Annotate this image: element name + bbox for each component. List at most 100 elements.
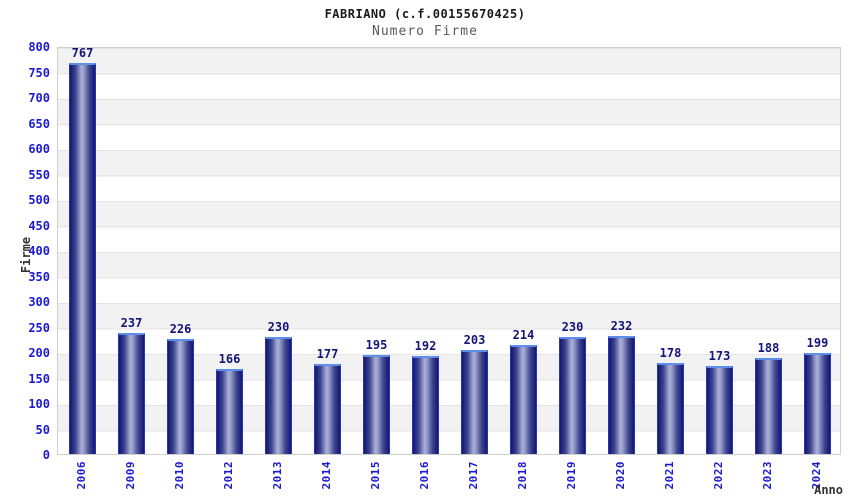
bar-value-label: 230 [267, 319, 290, 334]
bar-value-label: 195 [365, 337, 388, 352]
bar-2022 [706, 365, 733, 454]
bar-value-label: 230 [561, 319, 584, 334]
x-tick-label: 2015 [351, 461, 400, 499]
x-tick-label: 2018 [498, 461, 547, 499]
x-tick-label: 2019 [547, 461, 596, 499]
x-tick-label: 2012 [204, 461, 253, 499]
bar-slot: 237 [107, 48, 156, 454]
x-tick-label: 2014 [302, 461, 351, 499]
bar-value-label: 237 [120, 316, 143, 331]
bar-slot: 192 [401, 48, 450, 454]
x-tick-label: 2017 [449, 461, 498, 499]
x-tick-text: 2021 [663, 461, 676, 490]
x-tick-text: 2013 [271, 461, 284, 490]
y-tick-label: 400 [28, 244, 50, 258]
y-tick-label: 250 [28, 320, 50, 335]
bar-2016 [412, 356, 439, 454]
x-tick-text: 2023 [761, 461, 774, 490]
y-tick-label: 700 [28, 91, 50, 105]
y-tick-label: 650 [28, 116, 50, 131]
bar-2020 [608, 335, 635, 454]
x-tick-label: 2013 [253, 461, 302, 499]
y-tick-label: 500 [28, 193, 50, 207]
x-tick-label: 2020 [596, 461, 645, 499]
x-tick-label: 2022 [694, 461, 743, 499]
bar-value-label: 177 [316, 346, 339, 361]
bar-slot: 177 [303, 48, 352, 454]
bar-slot: 767 [58, 45, 107, 454]
y-tick-label: 450 [28, 218, 50, 233]
bar-slot: 166 [205, 48, 254, 454]
x-tick-text: 2010 [173, 461, 186, 490]
x-tick-text: 2016 [418, 461, 431, 490]
plot-area: 767 237 226 166 230 177 195 192 203 214 230 232 178 1… [57, 45, 842, 455]
x-tick-label: 2021 [645, 461, 694, 499]
chart-subtitle: Numero Firme [372, 24, 478, 39]
bar-slot: 173 [695, 48, 744, 454]
bar-2009 [118, 333, 145, 454]
bar-value-label: 173 [708, 348, 731, 363]
bar-value-label: 767 [71, 45, 94, 60]
x-axis-tick-labels: 2006 2009 2010 2012 2013 2014 2015 2016 2017 2018… [57, 461, 841, 499]
bar-slot: 230 [254, 48, 303, 454]
bar-value-label: 232 [610, 318, 633, 333]
bar-slot: 178 [646, 48, 695, 454]
x-tick-label: 2016 [400, 461, 449, 499]
bar-value-label: 192 [414, 339, 437, 354]
x-tick-text: 2019 [565, 461, 578, 490]
x-tick-text: 2014 [320, 461, 333, 490]
y-tick-label: 800 [28, 40, 50, 54]
bar-2015 [363, 354, 390, 454]
bar-2023 [755, 358, 782, 454]
bar-slot: 195 [352, 48, 401, 454]
y-tick-label: 100 [28, 397, 50, 411]
bar-value-label: 226 [169, 321, 192, 336]
bar-2006 [69, 62, 96, 454]
bar-2014 [314, 363, 341, 454]
y-tick-label: 600 [28, 142, 50, 156]
x-tick-text: 2018 [516, 461, 529, 490]
x-tick-text: 2020 [614, 461, 627, 490]
bar-value-label: 199 [806, 335, 829, 350]
y-tick-label: 200 [28, 346, 50, 360]
bar-slot: 188 [744, 48, 793, 454]
x-axis-title: Anno [814, 483, 843, 497]
bar-value-label: 166 [218, 352, 241, 367]
x-tick-label: 2023 [743, 461, 792, 499]
bar-value-label: 203 [463, 333, 486, 348]
x-tick-text: 2022 [712, 461, 725, 490]
y-tick-label: 0 [42, 448, 50, 462]
bar-value-label: 188 [757, 341, 780, 356]
bar-value-label: 178 [659, 346, 682, 361]
y-tick-label: 300 [28, 295, 50, 309]
bar-slot: 214 [499, 48, 548, 454]
bar-2018 [510, 344, 537, 454]
x-tick-text: 2009 [124, 461, 137, 490]
bar-slot: 230 [548, 48, 597, 454]
x-tick-text: 2017 [467, 461, 480, 490]
x-tick-label: 2010 [155, 461, 204, 499]
x-tick-label: 2009 [106, 461, 155, 499]
x-tick-label: 2006 [57, 461, 106, 499]
bar-slot: 232 [597, 48, 646, 454]
bar-2013 [265, 336, 292, 454]
bar-2012 [216, 369, 243, 454]
x-tick-text: 2006 [75, 461, 88, 490]
x-tick-text: 2012 [222, 461, 235, 490]
bar-2021 [657, 363, 684, 454]
bar-2024 [804, 352, 831, 454]
bar-slot: 199 [793, 48, 842, 454]
y-tick-label: 350 [28, 269, 50, 284]
y-tick-label: 550 [28, 167, 50, 182]
y-tick-label: 50 [35, 422, 50, 437]
y-tick-label: 750 [28, 65, 50, 80]
x-tick-text: 2015 [369, 461, 382, 490]
bar-2017 [461, 350, 488, 454]
bar-2010 [167, 338, 194, 454]
bar-value-label: 214 [512, 327, 535, 342]
bar-slot: 203 [450, 48, 499, 454]
y-tick-label: 150 [28, 371, 50, 386]
chart-title: FABRIANO (c.f.00155670425) [324, 7, 526, 21]
bar-slot: 226 [156, 48, 205, 454]
